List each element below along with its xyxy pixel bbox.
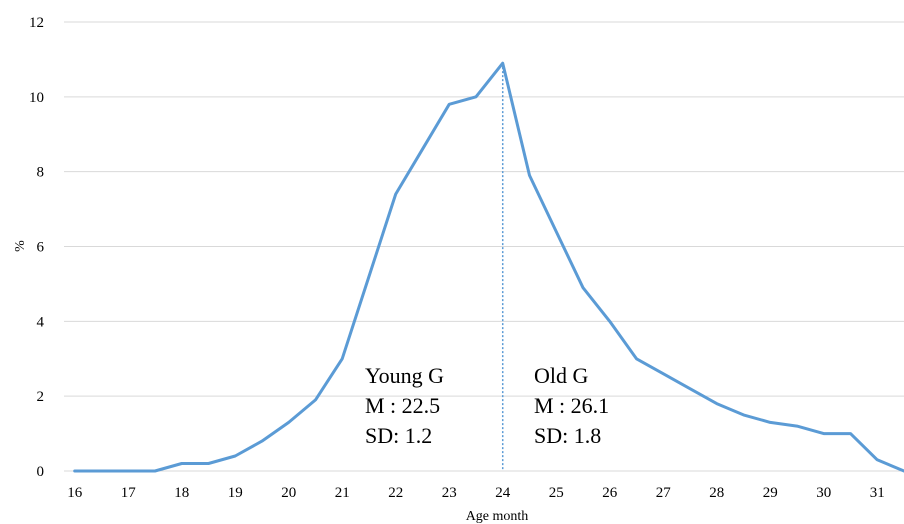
young-group-mean: M : 22.5 xyxy=(365,393,440,418)
x-tick-label: 29 xyxy=(763,485,778,501)
y-tick-label: 6 xyxy=(37,240,45,256)
series-line xyxy=(73,61,904,473)
y-tick-label: 2 xyxy=(37,389,45,405)
young-group-annotation: Young G M : 22.5 SD: 1.2 xyxy=(365,363,444,448)
x-tick-label: 21 xyxy=(335,485,350,501)
old-group-annotation: Old G M : 26.1 SD: 1.8 xyxy=(534,363,609,448)
y-axis-label: % xyxy=(13,240,28,252)
x-tick-label: 30 xyxy=(816,485,831,501)
y-axis-ticks: 0 2 4 6 8 10 12 xyxy=(29,15,45,480)
x-tick-label: 16 xyxy=(67,485,83,501)
x-tick-label: 25 xyxy=(549,485,564,501)
x-tick-label: 26 xyxy=(602,485,618,501)
y-tick-label: 8 xyxy=(37,165,45,181)
gridlines xyxy=(64,21,904,472)
young-group-name: Young G xyxy=(365,363,444,388)
x-tick-label: 17 xyxy=(121,485,137,501)
y-tick-label: 4 xyxy=(37,314,45,330)
x-tick-label: 19 xyxy=(228,485,243,501)
x-tick-label: 27 xyxy=(656,485,672,501)
old-group-sd: SD: 1.8 xyxy=(534,423,601,448)
x-tick-label: 23 xyxy=(442,485,457,501)
x-tick-label: 28 xyxy=(709,485,724,501)
y-tick-label: 12 xyxy=(29,15,44,31)
old-group-mean: M : 26.1 xyxy=(534,393,609,418)
old-group-name: Old G xyxy=(534,363,589,388)
x-tick-label: 31 xyxy=(870,485,885,501)
x-tick-label: 20 xyxy=(281,485,296,501)
x-axis-ticks: 16 17 18 19 20 21 22 23 24 25 26 27 28 29 30 31 xyxy=(67,485,885,501)
young-group-sd: SD: 1.2 xyxy=(365,423,432,448)
x-tick-label: 24 xyxy=(495,485,511,501)
x-axis-label: Age month xyxy=(466,509,529,524)
x-tick-label: 18 xyxy=(174,485,189,501)
y-tick-label: 0 xyxy=(37,464,45,480)
x-tick-label: 22 xyxy=(388,485,403,501)
y-tick-label: 10 xyxy=(29,90,44,106)
